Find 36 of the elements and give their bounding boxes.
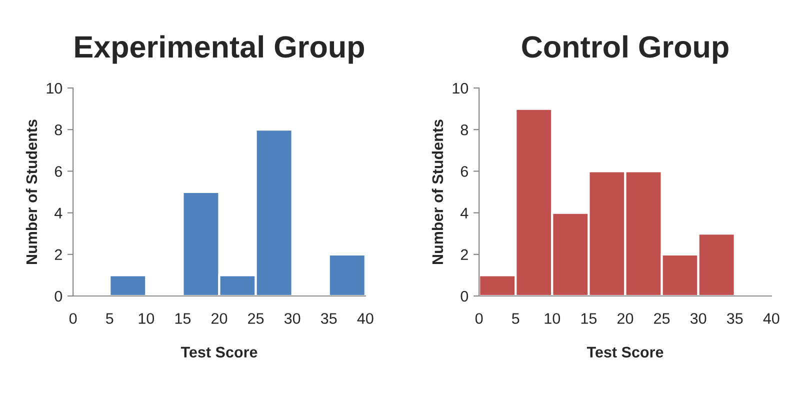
x-tick-label: 25 <box>248 313 264 324</box>
chart-title: Control Group <box>522 35 728 64</box>
y-tick-label: 6 <box>460 166 468 177</box>
x-axis-title: Test Score <box>586 346 664 358</box>
y-tick-label: 6 <box>54 166 62 177</box>
x-tick-label: 10 <box>544 313 560 324</box>
x-tick-label: 0 <box>475 313 483 324</box>
y-axis-title: Number of Students <box>26 120 38 264</box>
x-tick-label: 30 <box>284 313 300 324</box>
x-tick-label: 20 <box>212 313 228 324</box>
x-tick-label: 5 <box>106 313 114 324</box>
y-tick-label: 2 <box>54 249 62 260</box>
y-tick-label: 8 <box>54 124 62 136</box>
x-tick-label: 10 <box>138 313 154 324</box>
x-tick-label: 15 <box>581 313 597 324</box>
y-tick-label: 0 <box>460 290 468 302</box>
y-axis-title: Number of Students <box>432 120 444 264</box>
x-tick-label: 40 <box>357 313 374 324</box>
x-tick-label: 20 <box>618 313 634 324</box>
y-tick-label: 4 <box>460 208 468 218</box>
chart-title: Experimental Group <box>75 35 364 64</box>
x-tick-label: 15 <box>175 313 191 324</box>
x-tick-label: 5 <box>512 313 520 324</box>
x-tick-label: 30 <box>690 313 706 324</box>
y-tick-label: 0 <box>54 290 62 302</box>
x-tick-label: 35 <box>726 313 743 324</box>
y-tick-label: 10 <box>46 82 62 94</box>
x-tick-label: 35 <box>320 313 337 324</box>
y-tick-label: 10 <box>452 82 468 94</box>
x-tick-label: 25 <box>654 313 670 324</box>
y-tick-label: 2 <box>460 249 468 260</box>
y-tick-label: 8 <box>460 124 468 136</box>
x-axis-title: Test Score <box>180 346 258 358</box>
y-tick-label: 4 <box>54 208 62 218</box>
x-tick-label: 0 <box>69 313 77 324</box>
x-tick-label: 40 <box>763 313 780 324</box>
